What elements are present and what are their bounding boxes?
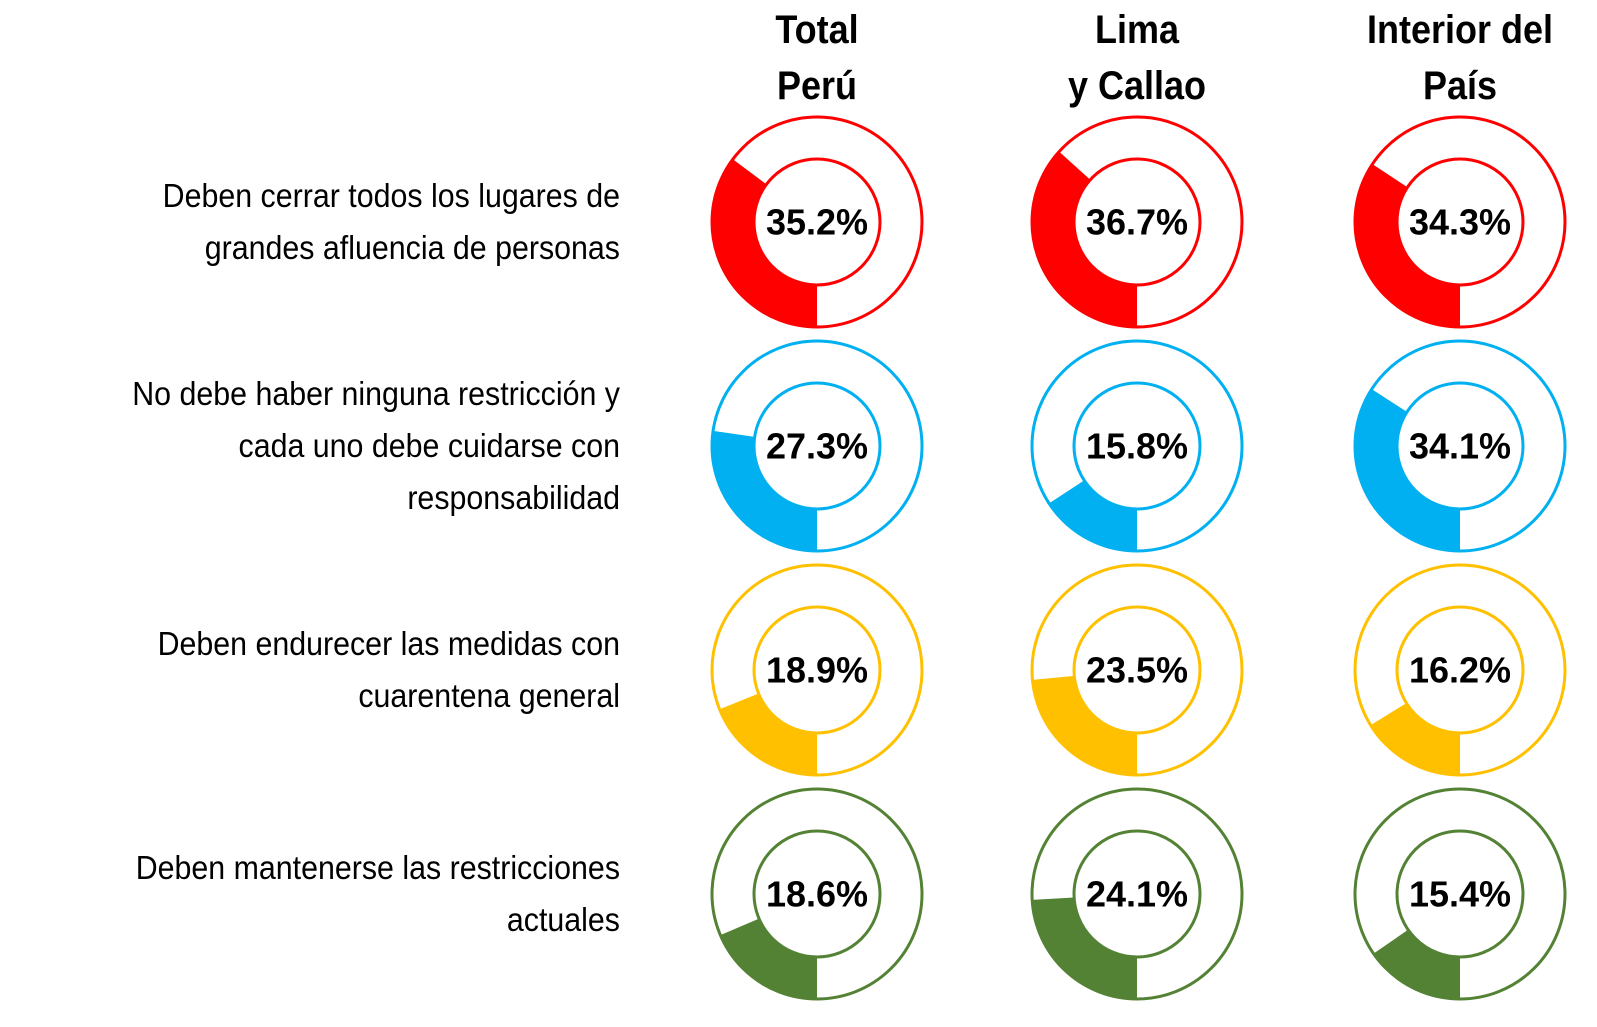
- value-label: 34.3%: [1409, 202, 1511, 243]
- value-label: 15.8%: [1086, 426, 1188, 467]
- donut-segment: [1032, 675, 1137, 775]
- donut-segment: [1355, 164, 1460, 327]
- value-label: 15.4%: [1409, 874, 1511, 915]
- donut-segment: [1373, 929, 1460, 1000]
- value-label: 24.1%: [1086, 874, 1188, 915]
- donut-segment: [1031, 151, 1137, 327]
- row-label: Deben cerrar todos los lugares de grande…: [162, 177, 620, 266]
- value-label: 18.9%: [766, 650, 868, 691]
- value-label: 27.3%: [766, 426, 868, 467]
- donut-segment: [1049, 480, 1137, 551]
- value-label: 35.2%: [766, 202, 868, 243]
- row-label: Deben mantenerse las restricciones actua…: [135, 849, 620, 938]
- value-label: 23.5%: [1086, 650, 1188, 691]
- row-label: No debe haber ninguna restricción y cada…: [132, 375, 620, 516]
- column-header: Total Perú: [775, 8, 859, 108]
- donut-segment: [711, 430, 817, 551]
- column-header: Lima y Callao: [1067, 8, 1207, 108]
- donut-segment: [711, 159, 817, 327]
- donut-segment: [720, 918, 817, 999]
- row-label: Deben endurecer las medidas con cuarente…: [157, 625, 620, 714]
- value-label: 34.1%: [1409, 426, 1511, 467]
- value-label: 36.7%: [1086, 202, 1188, 243]
- donut-segment: [1370, 703, 1460, 775]
- donut-segment: [1032, 897, 1137, 999]
- value-label: 18.6%: [766, 874, 868, 915]
- column-header: Interior del País: [1366, 8, 1554, 108]
- value-label: 16.2%: [1409, 650, 1511, 691]
- donut-segment: [1355, 389, 1460, 551]
- donut-segment: [719, 693, 817, 775]
